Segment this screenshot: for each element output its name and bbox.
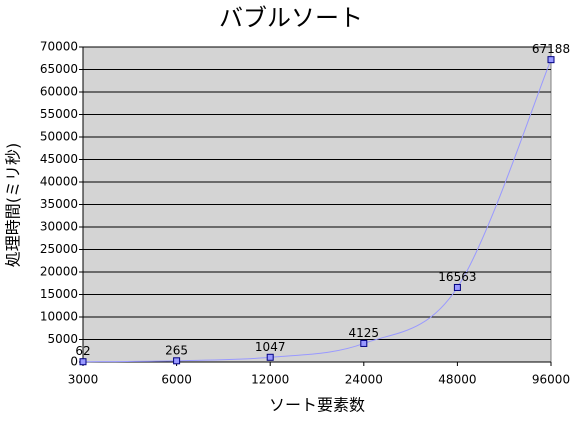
- y-tick-label: 70000: [40, 40, 78, 54]
- y-tick-label: 50000: [40, 130, 78, 144]
- y-tick-label: 40000: [40, 175, 78, 189]
- y-tick-label: 45000: [40, 152, 78, 166]
- data-label: 67188: [532, 42, 570, 56]
- x-tick-label: 96000: [532, 373, 570, 387]
- y-tick-label: 60000: [40, 85, 78, 99]
- data-label: 1047: [255, 340, 286, 354]
- data-point: [173, 357, 181, 365]
- y-tick-label: 30000: [40, 220, 78, 234]
- x-tick-label: 24000: [345, 373, 383, 387]
- y-tick-label: 20000: [40, 265, 78, 279]
- data-label: 62: [75, 344, 90, 358]
- data-point: [266, 353, 274, 361]
- data-label: 4125: [349, 326, 380, 340]
- data-point: [547, 56, 555, 64]
- chart-title: バブルソート: [219, 4, 363, 32]
- y-tick-label: 10000: [40, 310, 78, 324]
- y-tick-label: 35000: [40, 197, 78, 211]
- y-tick-label: 25000: [40, 242, 78, 256]
- data-label: 16563: [438, 270, 476, 284]
- y-tick-label: 55000: [40, 107, 78, 121]
- x-tick-label: 3000: [68, 373, 99, 387]
- x-tick-label: 6000: [161, 373, 192, 387]
- x-axis-label: ソート要素数: [269, 396, 365, 415]
- data-point: [453, 283, 461, 291]
- data-point: [79, 358, 87, 366]
- y-tick-label: 15000: [40, 287, 78, 301]
- y-tick-label: 65000: [40, 62, 78, 76]
- data-point: [360, 339, 368, 347]
- y-tick-label: 0: [70, 355, 78, 369]
- y-axis-label: 処理時間(ミリ秒): [4, 143, 23, 268]
- data-label: 265: [165, 343, 188, 357]
- y-tick-label: 5000: [47, 332, 78, 346]
- x-tick-label: 12000: [251, 373, 289, 387]
- x-tick-label: 48000: [438, 373, 476, 387]
